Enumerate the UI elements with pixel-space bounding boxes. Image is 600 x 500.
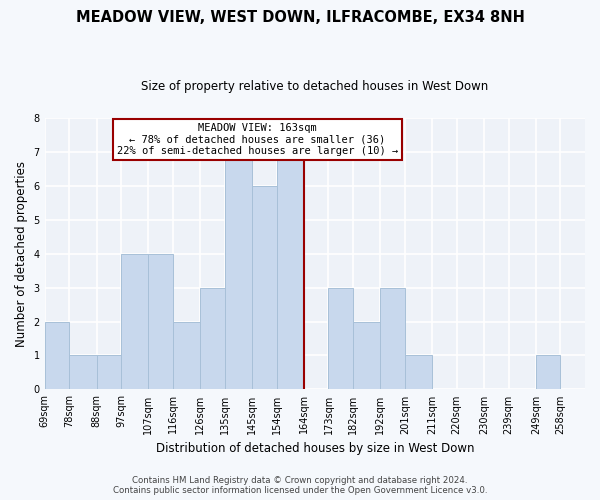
Bar: [277, 152, 304, 390]
Bar: [200, 288, 225, 390]
Text: MEADOW VIEW, WEST DOWN, ILFRACOMBE, EX34 8NH: MEADOW VIEW, WEST DOWN, ILFRACOMBE, EX34…: [76, 10, 524, 25]
Text: MEADOW VIEW: 163sqm
← 78% of detached houses are smaller (36)
22% of semi-detach: MEADOW VIEW: 163sqm ← 78% of detached ho…: [117, 123, 398, 156]
X-axis label: Distribution of detached houses by size in West Down: Distribution of detached houses by size …: [155, 442, 474, 455]
Bar: [536, 356, 560, 390]
Bar: [69, 356, 97, 390]
Text: Contains HM Land Registry data © Crown copyright and database right 2024.
Contai: Contains HM Land Registry data © Crown c…: [113, 476, 487, 495]
Bar: [225, 152, 252, 390]
Bar: [380, 288, 405, 390]
Bar: [121, 254, 148, 390]
Bar: [328, 288, 353, 390]
Y-axis label: Number of detached properties: Number of detached properties: [15, 160, 28, 346]
Bar: [173, 322, 200, 390]
Bar: [44, 322, 69, 390]
Bar: [97, 356, 121, 390]
Bar: [148, 254, 173, 390]
Bar: [353, 322, 380, 390]
Bar: [405, 356, 432, 390]
Title: Size of property relative to detached houses in West Down: Size of property relative to detached ho…: [141, 80, 488, 93]
Bar: [252, 186, 277, 390]
